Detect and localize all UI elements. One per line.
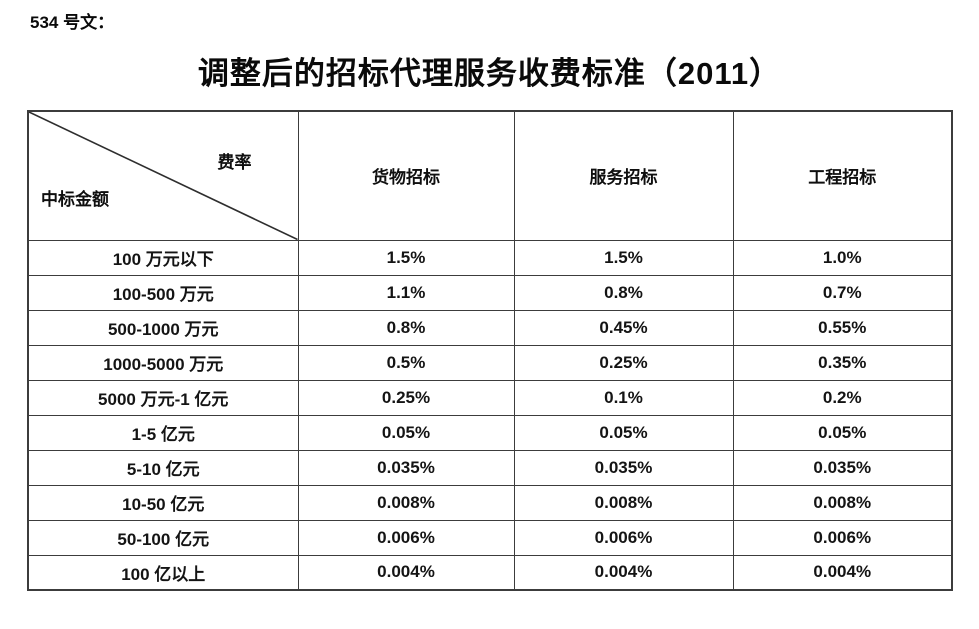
rate-cell: 0.8% bbox=[297, 309, 515, 346]
rate-cell: 0.8% bbox=[513, 274, 734, 311]
rate-cell: 0.008% bbox=[297, 484, 515, 521]
rate-cell: 0.006% bbox=[297, 519, 515, 556]
rate-cell: 0.1% bbox=[513, 379, 734, 416]
rate-cell: 1.0% bbox=[732, 239, 953, 276]
table-row: 1000-5000 万元 0.5% 0.25% 0.35% bbox=[27, 344, 953, 381]
table-row: 100 万元以下 1.5% 1.5% 1.0% bbox=[27, 239, 953, 276]
diagonal-divider-line bbox=[29, 112, 298, 240]
column-header-services: 服务招标 bbox=[513, 110, 734, 241]
doc-number-label: 534 号文： bbox=[30, 13, 115, 32]
rate-cell: 0.35% bbox=[732, 344, 953, 381]
rate-cell: 0.006% bbox=[513, 519, 734, 556]
rate-cell: 0.004% bbox=[513, 554, 734, 591]
rate-cell: 0.25% bbox=[513, 344, 734, 381]
amount-cell: 5-10 亿元 bbox=[27, 449, 299, 486]
table-row: 5000 万元-1 亿元 0.25% 0.1% 0.2% bbox=[27, 379, 953, 416]
table-header-row: 费率 中标金额 货物招标 服务招标 工程招标 bbox=[27, 110, 953, 241]
rate-cell: 1.5% bbox=[297, 239, 515, 276]
amount-cell: 50-100 亿元 bbox=[27, 519, 299, 556]
corner-label-amount: 中标金额 bbox=[41, 189, 109, 209]
amount-cell: 5000 万元-1 亿元 bbox=[27, 379, 299, 416]
diagonal-corner-cell: 费率 中标金额 bbox=[27, 110, 299, 241]
page-title: 调整后的招标代理服务收费标准（2011） bbox=[197, 56, 782, 91]
corner-label-rate: 费率 bbox=[217, 153, 252, 172]
amount-cell: 100 亿以上 bbox=[27, 554, 299, 591]
amount-cell: 10-50 亿元 bbox=[27, 484, 299, 521]
rate-cell: 0.55% bbox=[732, 309, 953, 346]
rate-cell: 0.035% bbox=[513, 449, 734, 486]
column-header-goods: 货物招标 bbox=[297, 110, 515, 241]
rate-cell: 0.05% bbox=[513, 414, 734, 451]
rate-cell: 1.1% bbox=[297, 274, 515, 311]
table-row: 100-500 万元 1.1% 0.8% 0.7% bbox=[27, 274, 953, 311]
rate-cell: 0.05% bbox=[297, 414, 515, 451]
amount-cell: 100-500 万元 bbox=[27, 274, 299, 311]
rate-cell: 0.004% bbox=[732, 554, 953, 591]
rate-cell: 0.006% bbox=[732, 519, 953, 556]
rate-cell: 0.25% bbox=[297, 379, 515, 416]
rate-cell: 0.008% bbox=[513, 484, 734, 521]
rate-cell: 0.035% bbox=[732, 449, 953, 486]
table-row: 5-10 亿元 0.035% 0.035% 0.035% bbox=[27, 449, 953, 486]
rate-cell: 0.7% bbox=[732, 274, 953, 311]
rate-cell: 1.5% bbox=[513, 239, 734, 276]
fee-rate-table: 费率 中标金额 货物招标 服务招标 工程招标 100 万元以下 1.5% 1.5… bbox=[27, 110, 953, 591]
column-header-engineering: 工程招标 bbox=[732, 110, 953, 241]
amount-cell: 100 万元以下 bbox=[27, 239, 299, 276]
rate-cell: 0.035% bbox=[297, 449, 515, 486]
table-row: 10-50 亿元 0.008% 0.008% 0.008% bbox=[27, 484, 953, 521]
table-row: 500-1000 万元 0.8% 0.45% 0.55% bbox=[27, 309, 953, 346]
rate-cell: 0.008% bbox=[732, 484, 953, 521]
amount-cell: 1000-5000 万元 bbox=[27, 344, 299, 381]
table-row: 50-100 亿元 0.006% 0.006% 0.006% bbox=[27, 519, 953, 556]
rate-cell: 0.05% bbox=[732, 414, 953, 451]
rate-cell: 0.2% bbox=[732, 379, 953, 416]
amount-cell: 500-1000 万元 bbox=[27, 309, 299, 346]
table-row: 1-5 亿元 0.05% 0.05% 0.05% bbox=[27, 414, 953, 451]
rate-cell: 0.004% bbox=[297, 554, 515, 591]
amount-cell: 1-5 亿元 bbox=[27, 414, 299, 451]
rate-cell: 0.45% bbox=[513, 309, 734, 346]
table-row: 100 亿以上 0.004% 0.004% 0.004% bbox=[27, 554, 953, 591]
rate-cell: 0.5% bbox=[297, 344, 515, 381]
